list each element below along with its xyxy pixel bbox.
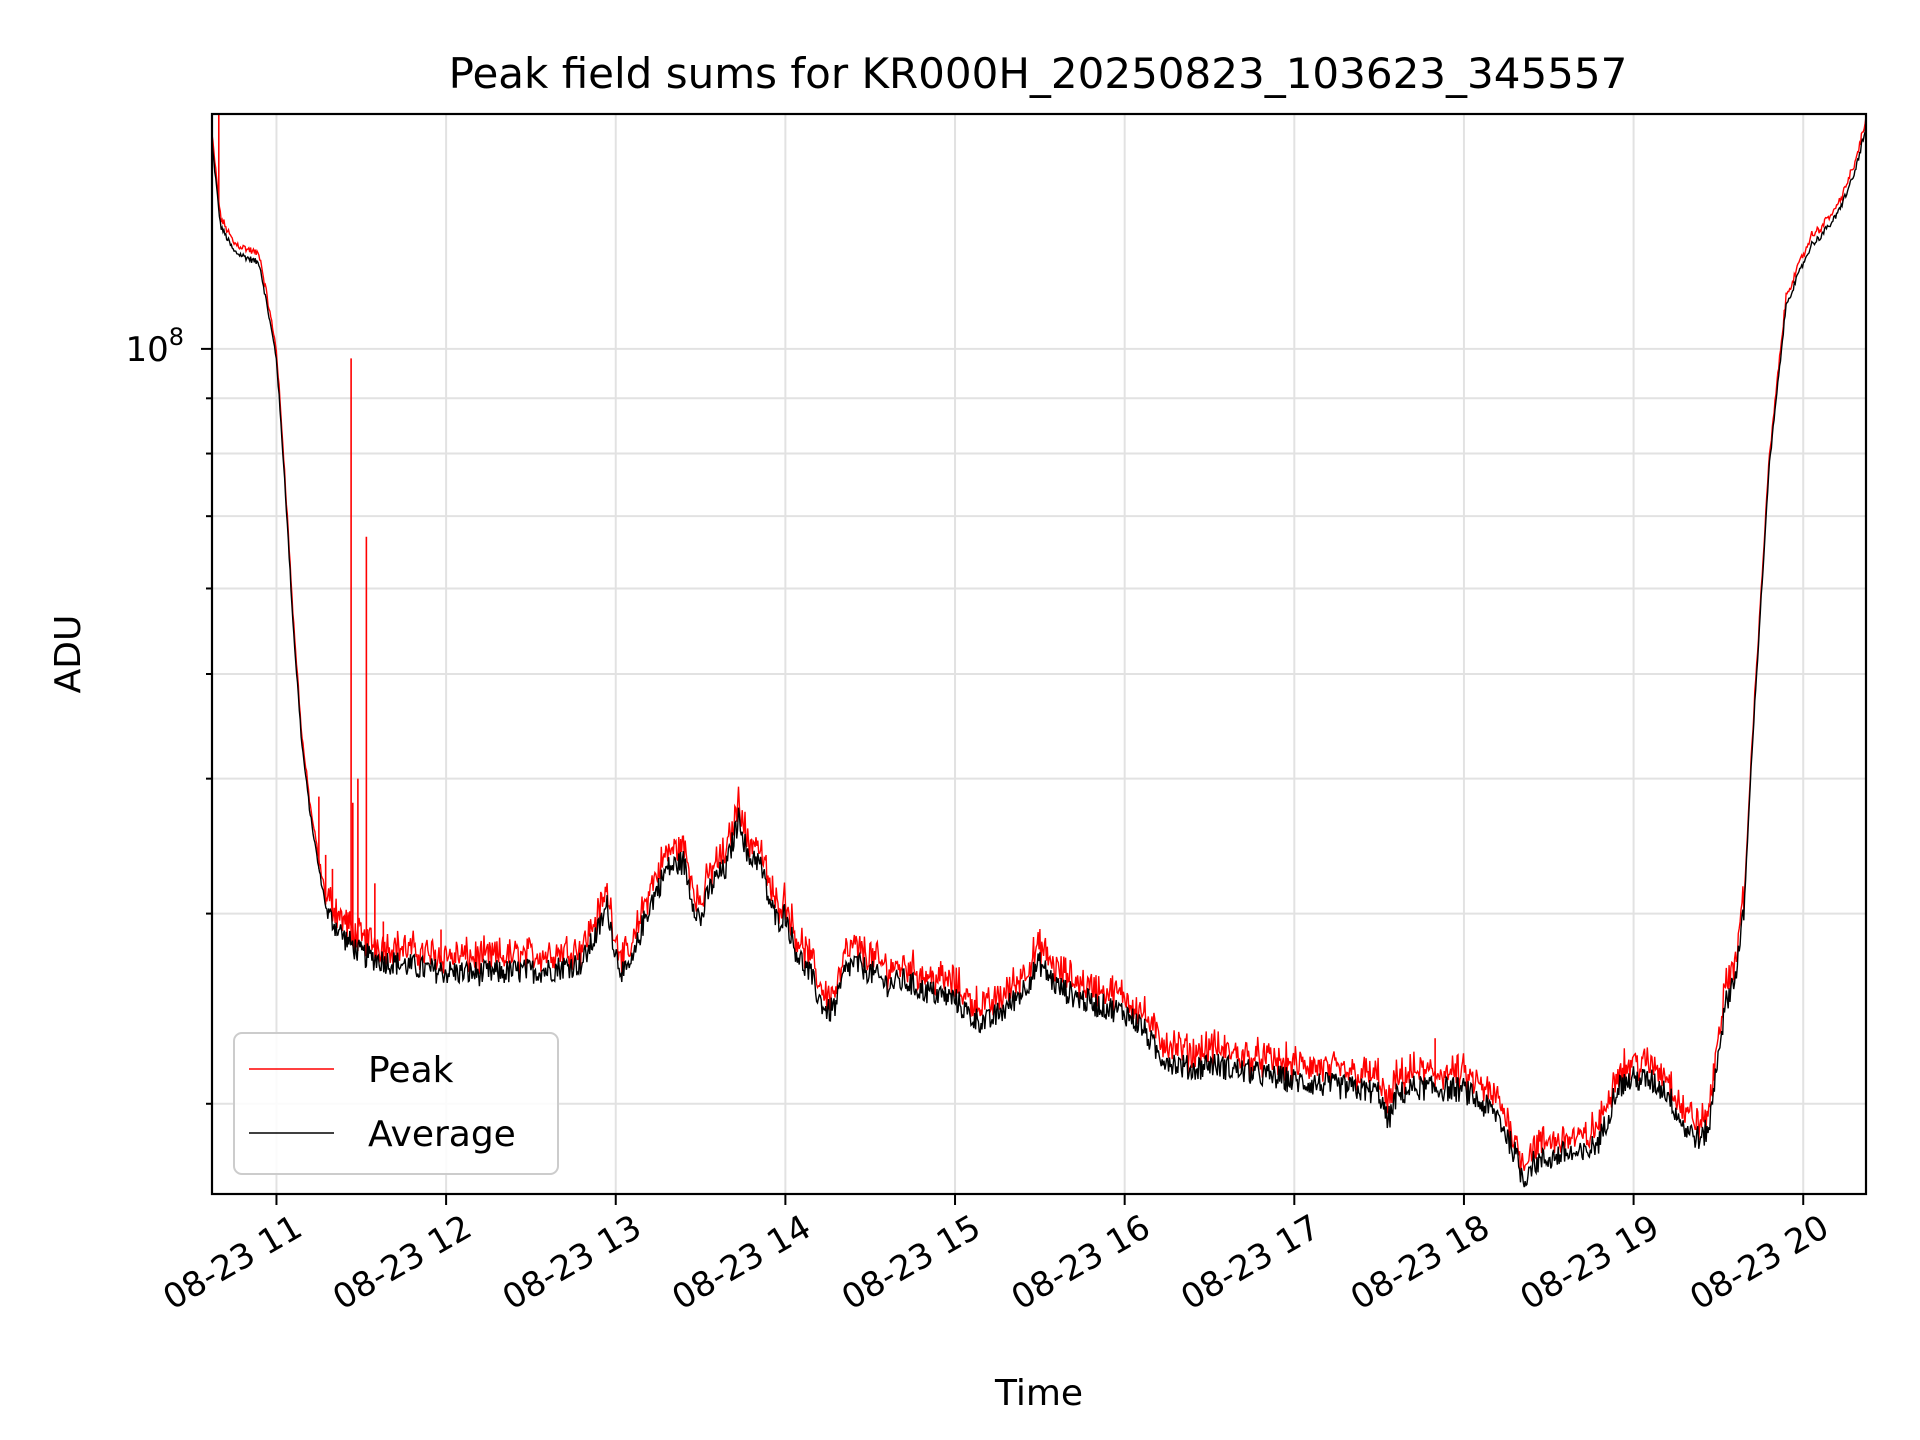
y-tick-exponent: 8 xyxy=(169,323,184,351)
x-axis-label: Time xyxy=(994,1373,1083,1414)
grid xyxy=(212,114,1866,1194)
y-tick-label: 108 xyxy=(125,323,184,370)
legend: Peak Average xyxy=(233,1032,559,1175)
series-average-line xyxy=(211,125,1867,1188)
plot-frame xyxy=(210,112,1868,1196)
chart-title: Peak field sums for KR000H_20250823_1036… xyxy=(449,49,1628,98)
y-tick-base: 10 xyxy=(125,330,168,370)
legend-label-average: Average xyxy=(368,1114,516,1155)
y-axis-label: ADU xyxy=(48,615,89,694)
y-axis: 108 xyxy=(125,323,212,1105)
legend-label-peak: Peak xyxy=(368,1050,454,1091)
series-peak-line xyxy=(211,116,1867,1175)
plot-lines xyxy=(211,114,1867,1188)
